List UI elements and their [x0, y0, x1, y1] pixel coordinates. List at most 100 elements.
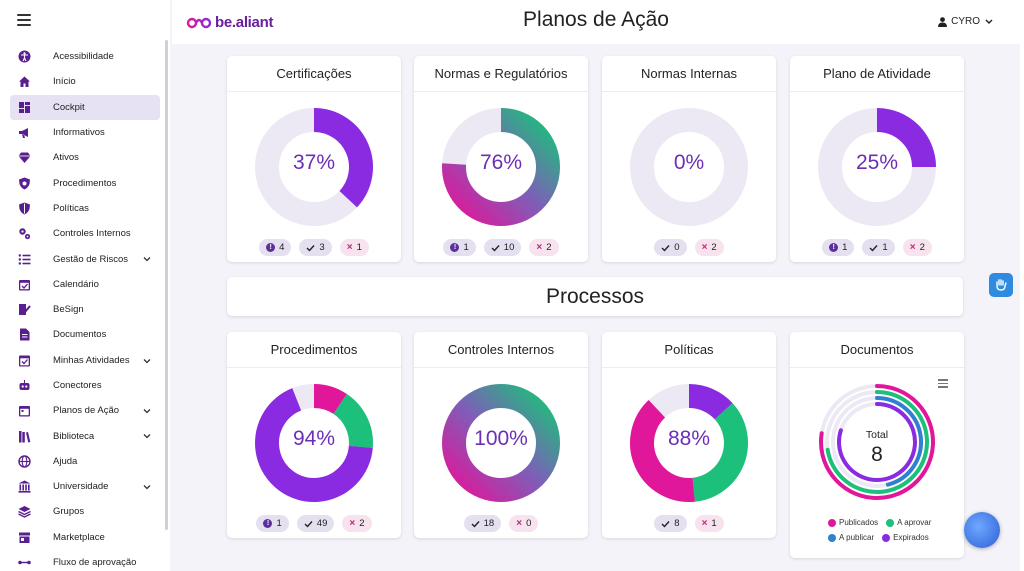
status-badge-x[interactable]: × 2 [902, 239, 932, 256]
sidebar-item-books[interactable]: Biblioteca [10, 423, 160, 448]
ring-a-aprovar [825, 390, 929, 494]
percent-value: 94% [292, 427, 336, 450]
status-badge-ok[interactable]: 18 [463, 515, 502, 532]
badge-count: 10 [503, 242, 515, 253]
sidebar-item-gears[interactable]: Controles Internos [10, 221, 160, 246]
calendar-check-icon [10, 278, 38, 291]
badge-count: 2 [919, 242, 925, 253]
status-badge-info[interactable]: ! 1 [822, 239, 855, 256]
brand-name: be.aliant [215, 14, 274, 31]
status-badge-x[interactable]: × 2 [342, 515, 372, 532]
diamond-icon [10, 151, 38, 164]
sidebar-item-label: Ajuda [53, 455, 78, 467]
status-badge-info[interactable]: ! 1 [256, 515, 289, 532]
legend-item[interactable]: A publicar [828, 533, 874, 542]
status-badge-x[interactable]: × 0 [509, 515, 539, 532]
sidebar-item-diamond[interactable]: Ativos [10, 145, 160, 170]
sidebar-item-list[interactable]: Gestão de Riscos [10, 246, 160, 271]
status-badge-ok[interactable]: 3 [299, 239, 332, 256]
sidebar-scrollbar[interactable] [165, 40, 168, 530]
brand-logo[interactable]: be.aliant [186, 14, 273, 31]
legend-dot [828, 533, 836, 542]
sidebar-item-shield-star[interactable]: Procedimentos [10, 170, 160, 195]
chevron-down-icon[interactable] [142, 406, 152, 416]
chevron-down-icon[interactable] [142, 431, 152, 441]
status-badge-ok[interactable]: 8 [654, 515, 687, 532]
sidebar-item-signature[interactable]: BeSign [10, 297, 160, 322]
chevron-down-icon[interactable] [142, 254, 152, 264]
sidebar-item-calendar[interactable]: Planos de Ação [10, 398, 160, 423]
sidebar-item-megaphone[interactable]: Informativos [10, 120, 160, 145]
sidebar-item-label: Gestão de Riscos [53, 253, 128, 265]
status-badge-x[interactable]: × 1 [339, 239, 369, 256]
status-badge-ok[interactable]: 1 [862, 239, 895, 256]
user-icon [938, 16, 948, 27]
badge-count: 1 [842, 242, 848, 253]
sidebar-item-shield[interactable]: Políticas [10, 196, 160, 221]
card-title: Procedimentos [227, 332, 401, 368]
chevron-down-icon[interactable] [142, 356, 152, 366]
sidebar-item-university[interactable]: Universidade [10, 474, 160, 499]
donut-segment-green [332, 393, 373, 448]
status-badge-x[interactable]: × 2 [529, 239, 559, 256]
sidebar-item-document[interactable]: Documentos [10, 322, 160, 347]
chevron-down-icon[interactable] [142, 482, 152, 492]
legend-label: Publicados [839, 518, 879, 527]
sidebar-item-label: Procedimentos [53, 177, 117, 189]
menu-toggle-icon[interactable] [17, 14, 31, 26]
accessibility-icon [10, 50, 38, 63]
sidebar-item-flow[interactable]: Fluxo de aprovação [10, 550, 160, 571]
legend-dot [882, 533, 891, 542]
sidebar-item-robot[interactable]: Conectores [10, 373, 160, 398]
total-value: 8 [871, 443, 883, 466]
sidebar-item-layers[interactable]: Grupos [10, 499, 160, 524]
sidebar-item-home[interactable]: Início [10, 69, 160, 94]
assistant-chat-button[interactable] [964, 512, 1000, 548]
sidebar: Acessibilidade Início Cockpit Informativos A… [0, 0, 170, 571]
sidebar-item-label: Controles Internos [53, 228, 131, 240]
status-badge-info[interactable]: ! 1 [443, 239, 476, 256]
document-icon [10, 328, 38, 341]
progress-card: Normas Internas 0% 0 × 2 [602, 56, 776, 262]
sidebar-item-globe[interactable]: Ajuda [10, 449, 160, 474]
sidebar-item-label: Ativos [53, 152, 79, 164]
sidebar-item-checkbox[interactable]: Minhas Atividades [10, 348, 160, 373]
info-icon: ! [450, 243, 460, 252]
legend-item[interactable]: Expirados [882, 533, 929, 542]
user-menu[interactable]: CYRO [938, 16, 998, 27]
legend-item[interactable]: Publicados [828, 518, 878, 527]
donut-chart: 94% [252, 381, 376, 505]
info-icon: ! [266, 243, 276, 252]
donut-chart: 37% [252, 105, 376, 229]
legend-item[interactable]: A aprovar [886, 518, 931, 527]
card-title: Normas Internas [602, 56, 776, 92]
status-badge-x[interactable]: × 1 [694, 515, 724, 532]
sidebar-item-label: Acessibilidade [53, 51, 114, 63]
accessibility-hand-button[interactable] [989, 273, 1013, 297]
sidebar-item-accessibility[interactable]: Acessibilidade [10, 44, 160, 69]
badge-count: 4 [279, 242, 285, 253]
percent-value: 0% [673, 151, 705, 174]
legend-label: A aprovar [897, 518, 932, 527]
sidebar-item-store[interactable]: Marketplace [10, 525, 160, 550]
badge-count: 1 [882, 242, 888, 253]
donut-chart: 76% [439, 105, 563, 229]
status-badge-ok[interactable]: 10 [483, 239, 522, 256]
sidebar-item-calendar-check[interactable]: Calendário [10, 272, 160, 297]
status-badge-ok[interactable]: 49 [296, 515, 335, 532]
documents-card: Documentos Total 8 Publicados A aprovar A … [790, 332, 964, 558]
legend-dot [828, 518, 836, 527]
top-header: be.aliant Planos de Ação CYRO [172, 0, 1020, 44]
status-badges: ! 1 1 × 2 [790, 239, 964, 256]
donut-progress-arc [876, 108, 936, 168]
sidebar-item-dashboard[interactable]: Cockpit [10, 94, 160, 120]
status-badge-x[interactable]: × 2 [694, 239, 724, 256]
total-label: Total [865, 429, 889, 441]
donut-track [630, 108, 748, 226]
chart-menu-icon[interactable] [938, 379, 948, 388]
donut-chart: 88% [627, 381, 751, 505]
page-title: Planos de Ação [523, 8, 669, 31]
badge-count: 0 [526, 518, 532, 529]
status-badge-ok[interactable]: 0 [654, 239, 687, 256]
status-badge-info[interactable]: ! 4 [259, 239, 292, 256]
